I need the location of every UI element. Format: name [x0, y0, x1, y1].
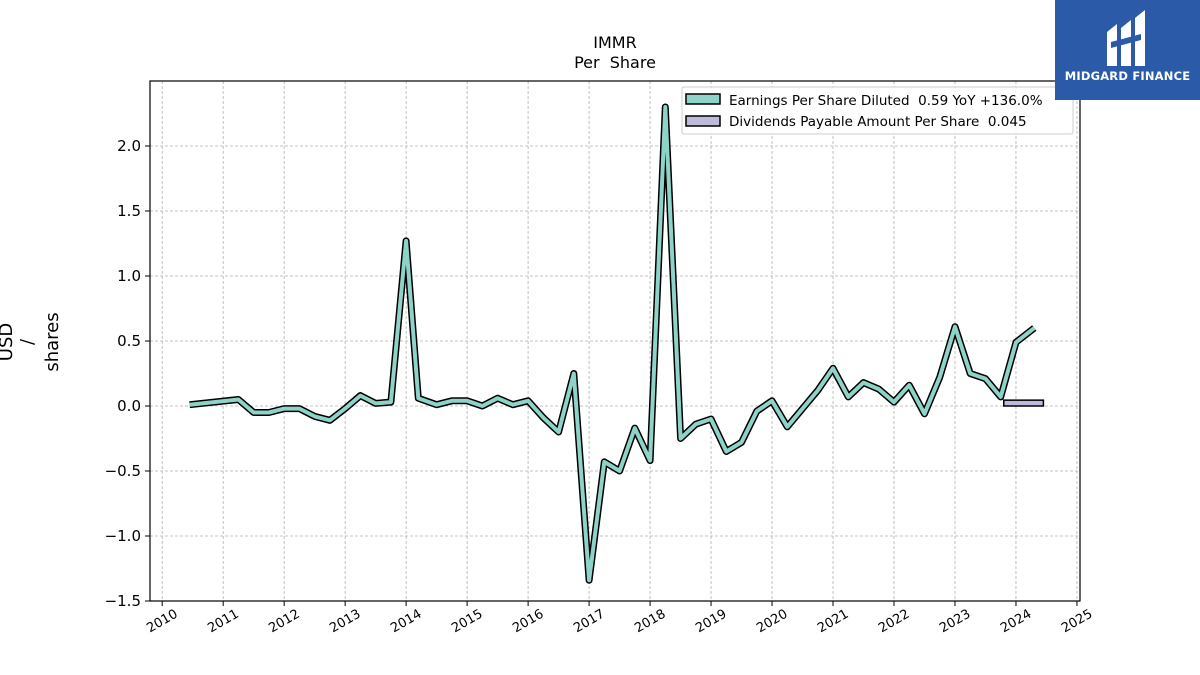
y-tick-label: 2.0 — [117, 137, 141, 155]
x-tick-label: 2010 — [144, 607, 180, 637]
x-tick-label: 2022 — [876, 607, 912, 637]
y-tick-label: −0.5 — [105, 462, 141, 480]
y-axis-label-line-3: shares — [42, 312, 63, 371]
x-tick-label: 2012 — [266, 607, 302, 637]
legend: Earnings Per Share Diluted 0.59 YoY +136… — [681, 86, 1074, 135]
y-tick-label: −1.5 — [105, 592, 141, 610]
x-axis: 2010 2011 2012 2013 2014 2015 2016 2017 2018 2019… — [144, 601, 1095, 636]
eps-line-outline — [189, 103, 1037, 584]
x-tick-label: 2017 — [571, 607, 607, 637]
eps-series — [189, 103, 1037, 584]
y-axis: −1.5 −1.0 −0.5 0.0 0.5 1.0 1.5 2.0 — [105, 137, 150, 610]
x-tick-label: 2014 — [388, 607, 424, 637]
brand-mark-icon — [1107, 10, 1145, 66]
y-tick-label: 1.0 — [117, 267, 141, 285]
x-tick-label: 2011 — [205, 607, 241, 637]
x-tick-label: 2020 — [754, 607, 790, 637]
legend-swatch-eps — [685, 93, 721, 105]
grid-lines — [150, 81, 1080, 602]
y-tick-label: 1.5 — [117, 202, 141, 220]
x-tick-label: 2015 — [449, 607, 485, 637]
x-tick-label: 2019 — [693, 607, 729, 637]
dividend-bar — [1003, 399, 1045, 407]
legend-swatch-dividends — [685, 115, 721, 127]
x-tick-label: 2021 — [815, 607, 851, 637]
x-tick-label: 2025 — [1059, 607, 1095, 637]
x-tick-label: 2024 — [998, 607, 1034, 637]
chart-title: IMMR — [593, 33, 636, 52]
legend-label-eps: Earnings Per Share Diluted 0.59 YoY +136… — [729, 93, 1043, 109]
x-tick-label: 2013 — [327, 607, 363, 637]
dividend-bars — [1003, 399, 1045, 407]
legend-box — [681, 86, 1074, 135]
y-axis-label-line-1: USD — [0, 323, 17, 361]
eps-line — [189, 105, 1036, 583]
legend-label-dividends: Dividends Payable Amount Per Share 0.045 — [729, 114, 1027, 130]
x-tick-label: 2018 — [632, 607, 668, 637]
y-axis-label-line-2: / — [17, 338, 38, 345]
x-tick-label: 2016 — [510, 607, 546, 637]
y-tick-label: 0.5 — [117, 332, 141, 350]
y-tick-label: −1.0 — [105, 527, 141, 545]
brand-name: MIDGARD FINANCE — [1064, 69, 1191, 83]
y-axis-label: USD / shares — [0, 312, 63, 371]
x-tick-label: 2023 — [937, 607, 973, 637]
y-tick-label: 0.0 — [117, 397, 141, 415]
brand-logo: MIDGARD FINANCE — [1055, 0, 1200, 100]
chart-subtitle: Per Share — [574, 53, 656, 72]
